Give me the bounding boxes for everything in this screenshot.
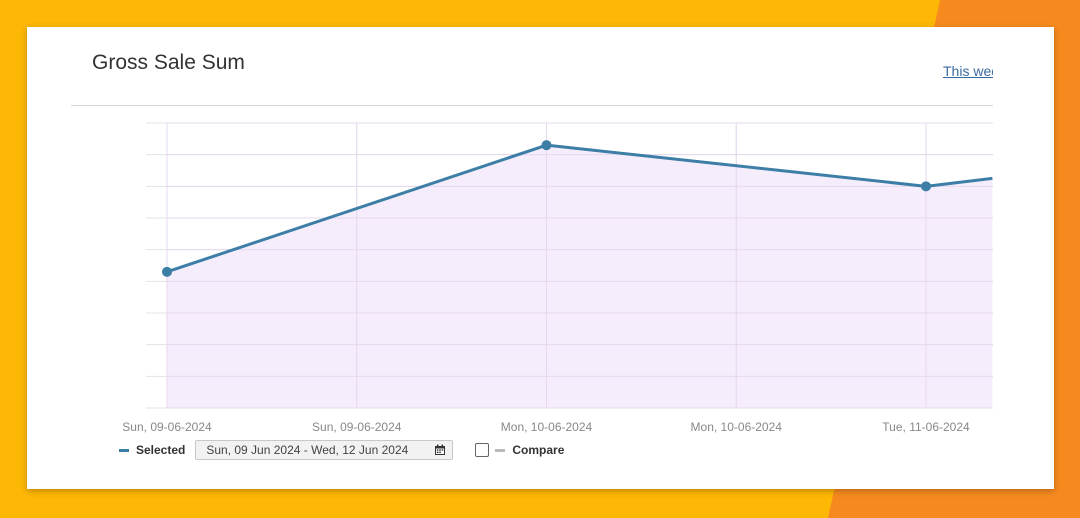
x-tick-label: Sun, 09-06-2024 — [312, 420, 402, 434]
selected-swatch — [119, 448, 129, 452]
compare-swatch — [495, 448, 506, 452]
x-tick-label: Mon, 10-06-2024 — [501, 420, 593, 434]
data-point — [162, 266, 172, 277]
chart-title: Gross Sale Sum — [92, 51, 245, 74]
date-range-link[interactable]: This wee — [943, 63, 993, 79]
x-tick-label: Tue, 11-06-2024 — [882, 420, 970, 434]
x-tick-label: Mon, 10-06-2024 — [691, 420, 783, 434]
compare-checkbox[interactable] — [475, 443, 490, 457]
x-tick-label: Sun, 09-06-2024 — [122, 420, 212, 434]
series-area — [167, 145, 993, 408]
compare-label: Compare — [512, 443, 565, 457]
header-divider — [71, 105, 993, 106]
date-range-value: Sun, 09 Jun 2024 - Wed, 12 Jun 2024 — [206, 443, 409, 457]
calendar-icon — [435, 444, 446, 455]
selected-label: Selected — [136, 443, 186, 457]
data-point — [921, 181, 931, 192]
chart-plot: Sun, 09-06-2024 Sun, 09-06-2024 Mon, 10-06… — [122, 122, 993, 434]
data-point — [541, 140, 552, 151]
date-range-input[interactable]: Sun, 09 Jun 2024 - Wed, 12 Jun 2024 — [195, 440, 454, 460]
chart-legend: Selected Sun, 09 Jun 2024 - Wed, 12 Jun … — [119, 439, 564, 461]
series-line-selected — [166, 143, 993, 274]
chart-card: Gross Sale Sum This wee Sun, 09-06-2024S… — [27, 27, 1054, 489]
